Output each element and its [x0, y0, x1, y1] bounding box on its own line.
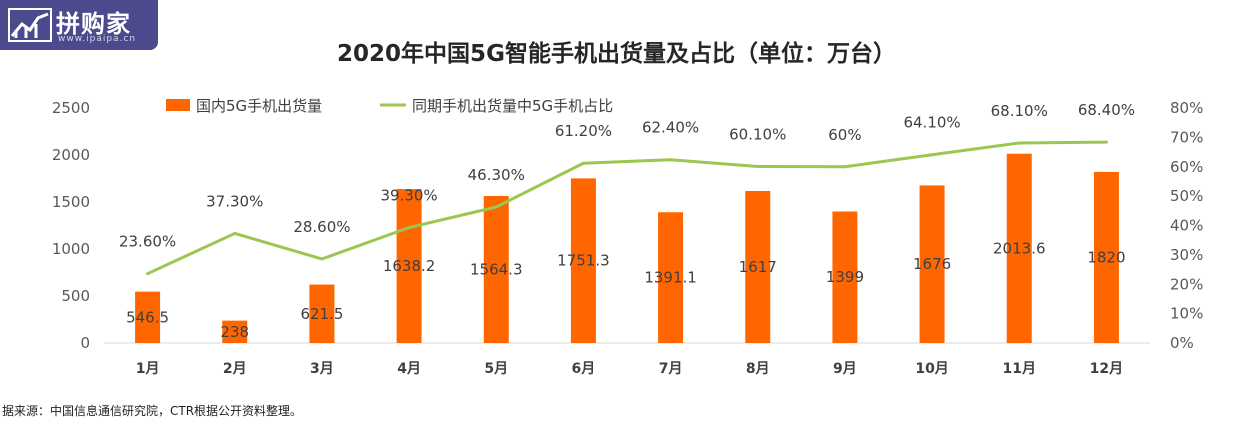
right-tick-label: 60% [1170, 158, 1203, 176]
bar [1006, 153, 1032, 343]
x-tick-label: 5月 [484, 361, 508, 377]
brand-url: www.ipaipa.cn [58, 34, 137, 44]
legend: 国内5G手机出货量 同期手机出货量中5G手机占比 [166, 97, 613, 115]
left-tick-label: 1500 [52, 193, 90, 211]
line-data-label: 64.10% [903, 114, 960, 132]
line-point [407, 226, 411, 230]
bar-data-label: 1820 [1087, 248, 1125, 266]
bar-data-label: 621.5 [300, 305, 343, 323]
bar [135, 291, 161, 343]
line-data-label: 39.30% [380, 187, 437, 205]
left-tick-label: 1000 [52, 240, 90, 258]
bar-data-label: 2013.6 [993, 239, 1046, 257]
line-data-label: 61.20% [555, 122, 612, 140]
left-tick-label: 2000 [52, 146, 90, 164]
bar-data-label: 1564.3 [470, 260, 523, 278]
line-point [1017, 141, 1021, 145]
left-tick-label: 2500 [52, 99, 90, 117]
legend-bar-label: 国内5G手机出货量 [196, 97, 322, 115]
x-tick-label: 3月 [310, 361, 334, 377]
left-tick-label: 0 [80, 334, 90, 352]
combo-chart: 0 500 1000 1500 2000 2500 0% 10% 20% 30% 40% 50% 60… [52, 97, 1204, 377]
bar [222, 320, 248, 343]
bar-data-label: 238 [220, 323, 249, 341]
x-tick-label: 6月 [572, 361, 596, 377]
line-data-label: 68.40% [1078, 101, 1135, 119]
bar [745, 191, 771, 343]
chart-title: 2020年中国5G智能手机出货量及占比（单位：万台） [337, 41, 896, 67]
x-tick-label: 10月 [915, 361, 948, 377]
bar-series: 546.5 238 621.5 1638.2 1564.3 1751.3 1391.1 161… [126, 153, 1126, 343]
x-tick-label: 9月 [833, 361, 857, 377]
line-point [1104, 140, 1108, 144]
x-tick-label: 7月 [659, 361, 683, 377]
bar-data-label: 546.5 [126, 308, 169, 326]
bar-data-label: 1676 [913, 255, 951, 273]
right-tick-label: 0% [1170, 334, 1194, 352]
x-tick-label: 4月 [397, 361, 421, 377]
bar [309, 284, 335, 343]
line-data-label: 23.60% [119, 233, 176, 251]
bar [919, 185, 945, 343]
line-point [581, 161, 585, 165]
line-series: 23.60% 37.30% 28.60% 39.30% 46.30% 61.20% 62.4… [119, 101, 1135, 276]
bar [832, 211, 858, 343]
brand-logo: 拼购家 www.ipaipa.cn [0, 0, 158, 50]
right-tick-label: 50% [1170, 187, 1203, 205]
legend-bar-swatch [166, 99, 190, 111]
line-point [233, 231, 237, 235]
bar-data-label: 1751.3 [557, 252, 610, 270]
legend-line-label: 同期手机出货量中5G手机占比 [412, 97, 613, 115]
line-data-label: 68.10% [991, 102, 1048, 120]
right-tick-label: 70% [1170, 128, 1203, 146]
bar [396, 189, 422, 343]
line-point [320, 257, 324, 261]
bar-data-label: 1638.2 [383, 257, 436, 275]
bar [1093, 171, 1119, 343]
line-point [494, 205, 498, 209]
x-tick-label: 11月 [1003, 361, 1036, 377]
bar-data-label: 1399 [826, 268, 864, 286]
right-tick-label: 10% [1170, 305, 1203, 323]
source-note: 据来源：中国信息通信研究院，CTR根据公开资料整理。 [2, 404, 303, 418]
brand-name: 拼购家 [56, 10, 131, 38]
x-tick-label: 1月 [136, 361, 160, 377]
chart-logo-icon [8, 8, 52, 42]
bar [483, 195, 509, 343]
x-tick-label: 2月 [223, 361, 247, 377]
left-axis: 0 500 1000 1500 2000 2500 [52, 99, 90, 352]
x-tick-label: 8月 [746, 361, 770, 377]
line-path [146, 140, 1107, 276]
line-data-label: 62.40% [642, 119, 699, 137]
right-tick-label: 80% [1170, 99, 1203, 117]
line-data-label: 60.10% [729, 125, 786, 143]
line-data-label: 60% [828, 126, 861, 144]
bar-data-label: 1391.1 [644, 269, 697, 287]
right-tick-label: 40% [1170, 217, 1203, 235]
line-point [756, 164, 760, 168]
right-tick-label: 20% [1170, 275, 1203, 293]
line-data-label: 37.30% [206, 192, 263, 210]
line-data-label: 46.30% [468, 166, 525, 184]
line-point [843, 165, 847, 169]
right-tick-label: 30% [1170, 246, 1203, 264]
line-point [930, 153, 934, 157]
line-point [146, 272, 150, 276]
x-tick-label: 12月 [1090, 361, 1123, 377]
line-point [669, 158, 673, 162]
line-data-label: 28.60% [293, 218, 350, 236]
x-axis: 1月 2月 3月 4月 5月 6月 7月 8月 9月 10月 11月 12月 [136, 361, 1123, 377]
bar [658, 212, 684, 343]
bar [570, 178, 596, 343]
bar-data-label: 1617 [739, 258, 777, 276]
right-axis: 0% 10% 20% 30% 40% 50% 60% 70% 80% [1170, 99, 1203, 352]
left-tick-label: 500 [61, 287, 90, 305]
